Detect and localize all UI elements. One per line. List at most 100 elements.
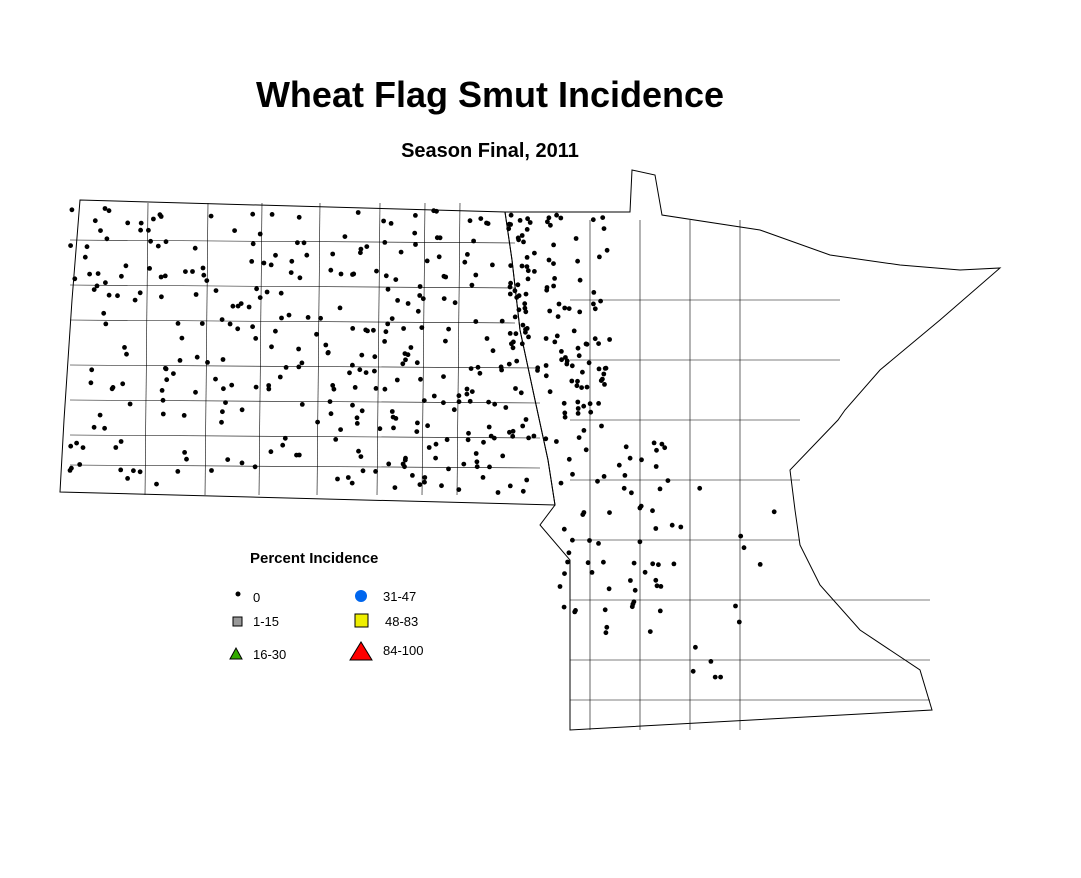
observation-point (570, 537, 575, 543)
observation-point (261, 260, 267, 266)
observation-point (543, 436, 549, 442)
observation-point (569, 378, 575, 384)
observation-point (183, 269, 188, 274)
observation-point (631, 560, 637, 566)
observation-point (296, 364, 302, 370)
observation-point (587, 538, 592, 543)
observation-point (441, 400, 446, 406)
observation-point (486, 399, 491, 405)
observation-point (519, 233, 525, 238)
observation-point (408, 345, 414, 350)
county-boundary (456, 202, 461, 496)
observation-point (601, 226, 607, 232)
observation-point (637, 539, 643, 545)
observation-point (252, 464, 258, 470)
observation-point (264, 289, 270, 295)
observation-point (69, 207, 75, 213)
observation-point (80, 445, 86, 450)
observation-point (558, 480, 564, 486)
observation-point (221, 386, 226, 392)
observation-point (131, 468, 136, 474)
observation-point (125, 220, 131, 226)
observation-point (119, 273, 124, 279)
observation-point (421, 398, 427, 403)
observation-point (563, 355, 568, 360)
observation-point (654, 583, 660, 589)
observation-point (175, 321, 181, 326)
observation-point (254, 286, 259, 292)
observation-point (193, 389, 198, 395)
observation-point (354, 415, 360, 421)
observation-point (286, 312, 292, 318)
observation-point (580, 369, 585, 375)
observation-point (466, 430, 471, 436)
observation-point (199, 321, 205, 326)
observation-point (738, 533, 744, 539)
observation-point (597, 254, 602, 260)
observation-point (477, 370, 483, 376)
observation-point (431, 393, 437, 399)
observation-point (474, 464, 480, 470)
observation-point (603, 630, 609, 636)
observation-point (591, 301, 596, 307)
observation-point (160, 411, 166, 417)
observation-point (591, 290, 597, 295)
observation-point (325, 350, 331, 355)
observation-point (345, 475, 351, 480)
observation-point (678, 524, 684, 530)
observation-point (382, 339, 387, 344)
observation-point (602, 607, 608, 613)
observation-point (488, 433, 494, 439)
observation-point (654, 447, 659, 453)
observation-point (657, 608, 663, 614)
observation-point (771, 509, 777, 515)
observation-point (481, 439, 486, 445)
observation-point (266, 386, 272, 392)
observation-point (499, 318, 505, 324)
observation-point (413, 213, 418, 218)
observation-point (269, 212, 275, 217)
observation-point (358, 246, 364, 252)
observation-point (160, 397, 166, 403)
observation-point (480, 475, 486, 480)
observation-point (398, 249, 404, 255)
observation-point (190, 269, 195, 274)
observation-point (554, 212, 559, 218)
observation-point (465, 252, 470, 257)
observation-point (106, 292, 112, 298)
observation-point (412, 230, 418, 236)
observation-point (124, 351, 129, 357)
observation-point (592, 306, 598, 312)
observation-point (268, 449, 274, 455)
county-boundary (69, 364, 541, 369)
observation-point (579, 385, 584, 390)
observation-point (451, 407, 457, 413)
observation-point (88, 380, 94, 386)
observation-point (671, 561, 677, 567)
observation-point (647, 629, 653, 634)
observation-point (359, 408, 365, 414)
observation-point (508, 222, 513, 227)
observation-point (507, 331, 513, 336)
observation-point (557, 584, 563, 589)
observation-point (417, 293, 423, 298)
observation-point (289, 258, 295, 264)
observation-point (138, 220, 144, 226)
observation-point (508, 212, 514, 218)
observation-point (413, 242, 418, 247)
observation-point (604, 247, 610, 253)
observation-point (301, 240, 307, 246)
observation-point (278, 290, 284, 296)
observation-point (403, 357, 408, 363)
legend-label: 1-15 (253, 614, 280, 629)
minnesota-outline (504, 169, 1002, 731)
observation-point (509, 341, 514, 347)
observation-point (601, 474, 607, 479)
observation-point (653, 526, 659, 531)
observation-point (733, 603, 738, 609)
observation-point (513, 331, 519, 337)
observation-point (518, 390, 524, 396)
observation-point (596, 341, 601, 346)
observation-point (616, 462, 622, 468)
